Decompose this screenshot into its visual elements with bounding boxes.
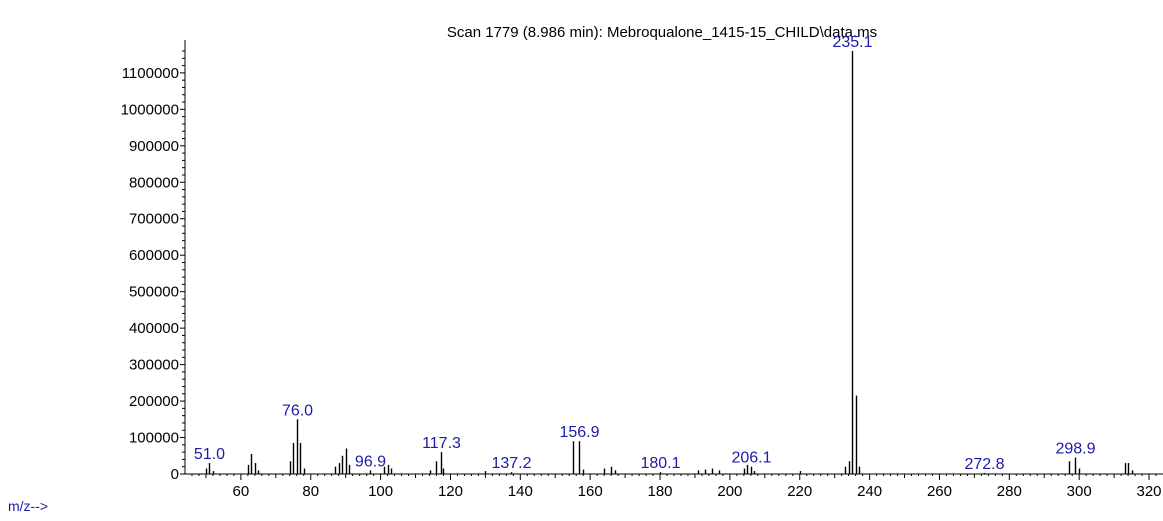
y-tick-label: 800000 bbox=[129, 174, 179, 191]
y-axis: 0 100000 200000 300000 400000 500000 600000 700… bbox=[121, 40, 186, 483]
x-tick-label: 200 bbox=[717, 483, 742, 500]
x-tick-label: 100 bbox=[368, 483, 393, 500]
y-tick-label: 500000 bbox=[129, 284, 179, 301]
peak-label: 117.3 bbox=[422, 435, 461, 452]
peak-label: 298.9 bbox=[1055, 441, 1095, 458]
peak-label: 272.8 bbox=[964, 456, 1004, 473]
y-tick-label: 1000000 bbox=[121, 101, 179, 118]
x-axis-label: m/z--> bbox=[8, 498, 48, 514]
peak-label: 76.0 bbox=[282, 402, 313, 419]
x-tick-label: 60 bbox=[233, 483, 250, 500]
y-tick-label: 1100000 bbox=[122, 65, 179, 82]
x-tick-label: 240 bbox=[857, 483, 882, 500]
y-tick-label: 300000 bbox=[129, 357, 179, 374]
x-tick-label: 320 bbox=[1137, 483, 1162, 500]
y-tick-label: 900000 bbox=[129, 138, 179, 155]
y-tick-label: 400000 bbox=[129, 320, 179, 337]
x-tick-label: 160 bbox=[578, 483, 603, 500]
x-tick-label: 80 bbox=[302, 483, 319, 500]
peak-label: 235.1 bbox=[832, 34, 872, 51]
peaks bbox=[205, 51, 1134, 474]
y-tick-label: 0 bbox=[171, 466, 179, 483]
peak-label: 180.1 bbox=[640, 455, 680, 472]
peak-label: 137.2 bbox=[491, 455, 531, 472]
y-tick-label: 600000 bbox=[129, 247, 179, 264]
peak-label: 156.9 bbox=[559, 424, 599, 441]
y-tick-label: 200000 bbox=[129, 393, 179, 410]
y-tick-label: 100000 bbox=[129, 430, 179, 447]
peak-labels: 51.0 76.0 96.9 117.3 137.2 156.9 180.1 206.1 235… bbox=[194, 34, 1096, 473]
peak-label: 51.0 bbox=[194, 446, 225, 463]
y-tick-label: 700000 bbox=[129, 211, 179, 228]
x-tick-label: 280 bbox=[997, 483, 1022, 500]
x-tick-label: 220 bbox=[787, 483, 812, 500]
peak-label: 96.9 bbox=[355, 453, 386, 470]
x-axis: 60 80 100 120 140 160 180 200 220 240 260 280 300 320 bbox=[185, 473, 1163, 500]
peak-label: 206.1 bbox=[731, 450, 771, 467]
x-tick-label: 140 bbox=[508, 483, 533, 500]
x-tick-label: 180 bbox=[648, 483, 673, 500]
x-tick-label: 300 bbox=[1067, 483, 1092, 500]
x-tick-label: 120 bbox=[438, 483, 463, 500]
chart-title: Scan 1779 (8.986 min): Mebroqualone_1415… bbox=[447, 24, 877, 41]
x-tick-label: 260 bbox=[927, 483, 952, 500]
